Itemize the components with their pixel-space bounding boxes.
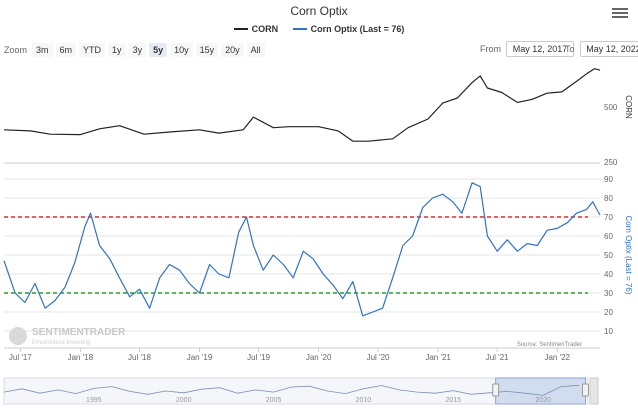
y-tick-label-optix: 80 [604, 194, 613, 203]
y-tick-label-optix: 90 [604, 175, 613, 184]
y-tick-label-optix: 30 [604, 289, 613, 298]
series-line-optix [3, 182, 601, 317]
navigator-background [3, 377, 589, 405]
legend: CORN Corn Optix (Last = 76) [0, 22, 638, 34]
zoom-button-6m[interactable]: 6m [55, 43, 77, 57]
navigator-handle-right[interactable] [581, 383, 589, 397]
range-from-input[interactable]: May 12, 2017 [506, 41, 574, 57]
x-axis: Jul '17 Jan '18 Jul '18 Jan '19 Jul '19 Jan '… [4, 347, 600, 362]
y-axis-title-corn: CORN [624, 95, 633, 119]
watermark-logo-icon [9, 327, 27, 345]
series-line-corn [3, 68, 601, 142]
x-tick-label: Jul '19 [247, 353, 270, 362]
y-tick-label-optix: 60 [604, 232, 613, 241]
navigator[interactable]: 1995 2000 2005 2010 2015 2020 [3, 377, 599, 405]
range-from: From May 12, 2017 [480, 41, 574, 57]
x-tick-label: Jul '18 [128, 353, 151, 362]
legend-swatch-optix [292, 28, 307, 30]
source-label: Source: SentimenTrader [517, 342, 582, 348]
y-tick-label-optix: 20 [604, 308, 613, 317]
legend-swatch-corn [233, 28, 248, 30]
navigator-year-label: 2010 [356, 397, 372, 404]
navigator-series-line [3, 384, 580, 396]
y-tick-label-optix: 10 [604, 327, 613, 336]
range-to-input[interactable]: May 12, 2022 [579, 41, 638, 57]
zoom-label: Zoom [4, 45, 28, 55]
x-tick-label: Jul '21 [486, 353, 509, 362]
watermark-tagline: Emotionless Investing [32, 340, 90, 346]
x-tick-label: Jan '19 [187, 353, 213, 362]
watermark-brand: SENTIMENTRADER [32, 327, 126, 338]
y-axis-title-optix: Corn Optix (Last = 76) [624, 216, 633, 295]
chart-menu-icon[interactable] [612, 6, 628, 18]
navigator-year-label: 2000 [176, 397, 192, 404]
series-layer [3, 68, 601, 317]
zoom-button-3y[interactable]: 3y [128, 43, 147, 57]
range-to: To May 12, 2022 [565, 41, 638, 57]
x-tick-label: Jul '20 [367, 353, 390, 362]
y-tick-label-optix: 50 [604, 251, 613, 260]
reference-lines [4, 216, 588, 294]
zoom-button-1y[interactable]: 1y [108, 43, 126, 57]
legend-label-optix: Corn Optix (Last = 76) [310, 24, 405, 34]
range-from-label: From [480, 44, 501, 54]
chart-title: Corn Optix [290, 4, 348, 18]
y-tick-label-corn: 250 [604, 158, 618, 167]
navigator-year-label: 2015 [445, 397, 461, 404]
navigator-scroll-arrow-icon[interactable] [589, 377, 599, 405]
zoom-button-ytd[interactable]: YTD [79, 43, 106, 57]
navigator-year-label: 2005 [266, 397, 282, 404]
y-tick-label-optix: 40 [604, 270, 613, 279]
navigator-selected-range[interactable] [495, 377, 586, 405]
y-tick-label-optix: 70 [604, 213, 613, 222]
navigator-handle-left[interactable] [492, 383, 500, 397]
x-tick-label: Jan '20 [306, 353, 332, 362]
watermark: SENTIMENTRADER Emotionless Investing [9, 327, 126, 346]
x-tick-label: Jan '21 [425, 353, 451, 362]
zoom-bar: Zoom 3m 6m YTD 1y 3y 5y 10y 15y 20y All [4, 43, 268, 57]
y-tick-label-corn: 500 [604, 103, 618, 112]
x-tick-label: Jan '18 [68, 353, 94, 362]
legend-label-corn: CORN [251, 24, 279, 34]
zoom-button-20y[interactable]: 20y [221, 43, 244, 57]
x-tick-label: Jan '22 [544, 353, 570, 362]
zoom-button-all[interactable]: All [246, 43, 265, 57]
navigator-year-label: 2020 [535, 397, 551, 404]
zoom-button-5y[interactable]: 5y [149, 43, 168, 57]
range-to-label: To [565, 44, 575, 54]
navigator-year-label: 1995 [86, 397, 102, 404]
x-tick-label: Jul '17 [9, 353, 32, 362]
y-axes: 10 20 30 40 50 60 70 80 90 500 250 [604, 103, 618, 336]
zoom-button-15y[interactable]: 15y [195, 43, 219, 57]
zoom-button-3m[interactable]: 3m [32, 43, 53, 57]
legend-item-optix[interactable]: Corn Optix (Last = 76) [292, 24, 405, 34]
zoom-button-10y[interactable]: 10y [170, 43, 193, 57]
legend-item-corn[interactable]: CORN [233, 24, 279, 34]
